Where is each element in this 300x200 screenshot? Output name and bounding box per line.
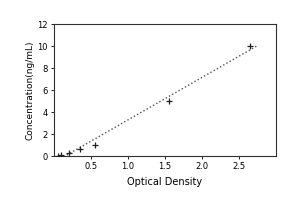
Y-axis label: Concentration(ng/mL): Concentration(ng/mL) [26,40,34,140]
X-axis label: Optical Density: Optical Density [128,177,202,187]
